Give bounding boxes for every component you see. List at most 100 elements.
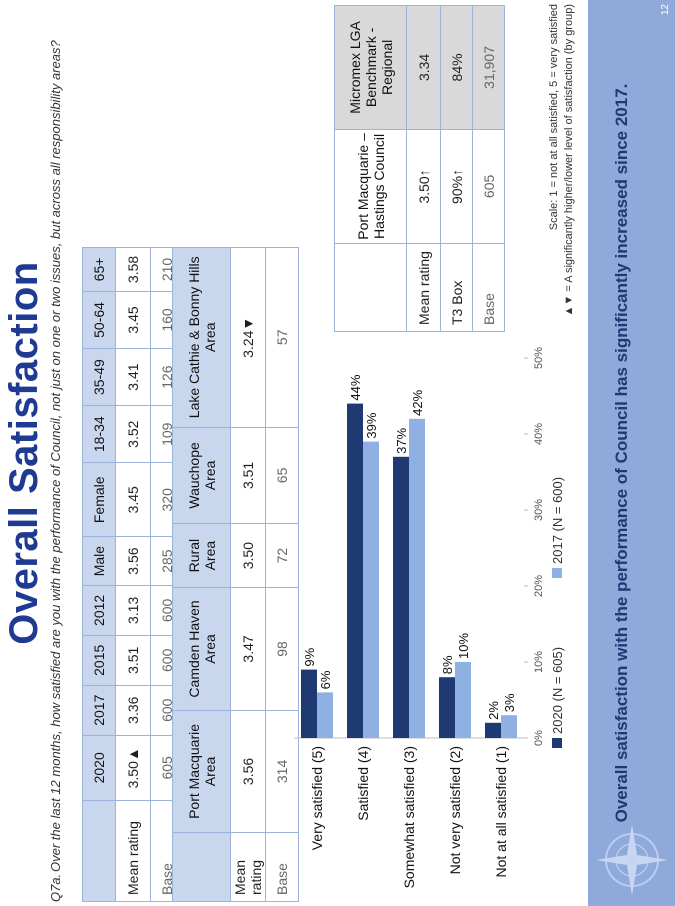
demographics-table: 2020 2017 2015 2012 Male Female 18-34 35…	[82, 247, 184, 902]
satisfaction-bar-chart: Very satisfied (5) 9%6% Satisfied (4) 44%39…	[294, 347, 565, 888]
table-cell: 605	[472, 129, 505, 244]
table-cell: 3.13	[115, 585, 151, 636]
scale-note: Scale: 1 = not at all satisfied, 5 = ver…	[548, 4, 560, 231]
header-cell: 18-34	[82, 405, 116, 463]
legend-label: 2020 (N = 605)	[550, 647, 565, 734]
legend-swatch	[552, 738, 562, 748]
compass-icon	[596, 824, 668, 896]
header-cell: 50-64	[82, 291, 116, 349]
area-table: Port Macquarie Area Camden Haven Area Ru…	[172, 247, 299, 902]
data-label: 3%	[502, 693, 517, 712]
table-cell: 3.58	[115, 247, 151, 292]
bar	[393, 456, 409, 738]
row-label: Mean rating	[115, 800, 151, 902]
table-cell: 3.36	[115, 685, 151, 736]
bar	[301, 669, 317, 738]
table-cell: 3.45	[115, 462, 151, 537]
header-cell	[172, 832, 231, 902]
header-cell: 2015	[82, 635, 116, 686]
table-cell: 31,907	[472, 5, 505, 130]
header-cell: 2012	[82, 585, 116, 636]
category-label: Not at all satisfied (1)	[493, 746, 509, 878]
header-cell: Rural Area	[172, 523, 231, 588]
bench-header-row: Port Macquarie – Hastings Council Microm…	[334, 5, 407, 332]
area-header-row: Port Macquarie Area Camden Haven Area Ru…	[172, 247, 231, 902]
table-row: Mean rating 3.50▲ 3.36 3.51 3.13 3.56 3.…	[115, 247, 151, 902]
table-cell: 3.56	[230, 710, 266, 833]
table-cell: 3.51	[230, 427, 266, 524]
benchmark-table: Port Macquarie – Hastings Council Microm…	[334, 5, 505, 332]
table-cell: 3.51	[115, 635, 151, 686]
banner-text: Overall satisfaction with the performanc…	[612, 83, 631, 823]
header-cell: Female	[82, 462, 116, 537]
table-cell: 3.56	[115, 536, 151, 586]
tick-label: 10%	[533, 651, 545, 673]
row-label: Mean rating	[230, 832, 266, 902]
data-label: 2%	[486, 701, 501, 720]
header-cell	[82, 800, 116, 902]
category-label: Very satisfied (5)	[309, 746, 325, 850]
row-label: T3 Box	[440, 243, 473, 332]
header-cell: 2017	[82, 685, 116, 736]
legend-swatch	[552, 568, 562, 578]
row-label: Base	[472, 243, 505, 332]
page-title: Overall Satisfaction	[2, 261, 46, 645]
category-label: Satisfied (4)	[355, 746, 371, 821]
question-text: Q7a.Over the last 12 months, how satisfi…	[48, 22, 63, 902]
bar	[347, 403, 363, 738]
table-cell: 3.50↑	[406, 129, 441, 244]
category-label: Not very satisfied (2)	[447, 746, 463, 874]
bar	[363, 441, 379, 738]
table-cell: 3.50	[230, 523, 266, 588]
table-cell: 3.34	[406, 5, 441, 130]
data-label: 39%	[364, 412, 379, 438]
summary-banner	[588, 0, 675, 906]
data-label: 37%	[394, 427, 409, 453]
data-label: 9%	[302, 647, 317, 666]
legend-label: 2017 (N = 600)	[550, 477, 565, 564]
tick-label: 50%	[533, 347, 545, 369]
bar	[501, 715, 517, 738]
table-cell: 3.24▼	[230, 247, 266, 428]
question-number: Q7a.	[48, 873, 63, 902]
header-cell	[334, 243, 407, 332]
bar	[409, 418, 425, 738]
header-cell: Male	[82, 536, 116, 586]
table-row: T3 Box 90%↑ 84%	[440, 5, 473, 332]
bar	[455, 662, 471, 738]
row-label: Mean rating	[406, 243, 441, 332]
table-cell: 3.45	[115, 291, 151, 349]
question-body: Over the last 12 months, how satisfied a…	[48, 40, 63, 872]
tick-label: 20%	[533, 575, 545, 597]
header-cell: Wauchope Area	[172, 427, 231, 524]
data-label: 42%	[410, 389, 425, 415]
demographics-header-row: 2020 2017 2015 2012 Male Female 18-34 35…	[82, 247, 116, 902]
table-row: Mean rating 3.50↑ 3.34	[406, 5, 441, 332]
table-row: Base 605 31,907	[472, 5, 505, 332]
header-cell: Port Macquarie – Hastings Council	[334, 129, 407, 244]
header-cell: Micromex LGA Benchmark - Regional	[334, 5, 407, 130]
table-cell: 84%	[440, 5, 473, 130]
header-cell: 35-49	[82, 348, 116, 406]
header-cell: 65+	[82, 247, 116, 292]
tick-label: 40%	[533, 423, 545, 445]
data-label: 6%	[318, 670, 333, 689]
significance-note: ▲▼ = A significantly higher/lower level …	[563, 4, 575, 317]
tick-label: 30%	[533, 499, 545, 521]
header-cell: Camden Haven Area	[172, 587, 231, 711]
table-cell: 3.52	[115, 405, 151, 463]
table-cell: 3.50▲	[115, 735, 151, 801]
data-label: 8%	[440, 655, 455, 674]
table-row: Mean rating 3.56 3.47 3.50 3.51 3.24▼	[230, 247, 266, 902]
page-number: 12	[660, 4, 671, 16]
category-label: Somewhat satisfied (3)	[401, 746, 417, 888]
table-cell: 3.47	[230, 587, 266, 711]
header-cell: Port Macquarie Area	[172, 710, 231, 833]
header-cell: Lake Cathie & Bonny Hills Area	[172, 247, 231, 428]
bar	[317, 692, 333, 738]
bar	[485, 722, 501, 738]
tick-label: 0%	[533, 730, 545, 746]
table-cell: 3.41	[115, 348, 151, 406]
bar	[439, 677, 455, 738]
